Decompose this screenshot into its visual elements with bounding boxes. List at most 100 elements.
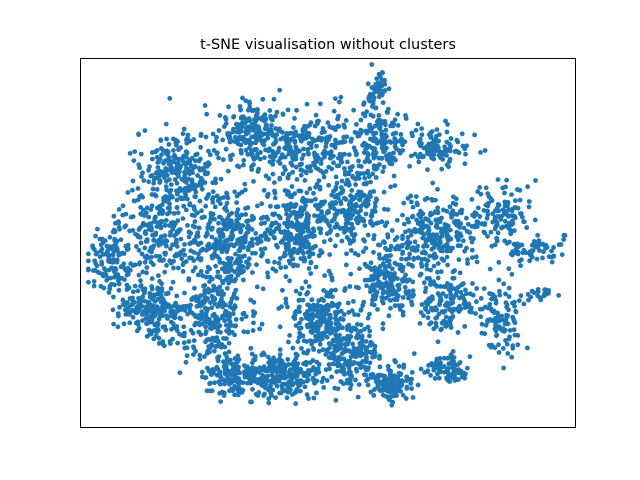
scatter-point xyxy=(125,286,130,291)
scatter-point xyxy=(225,216,230,221)
scatter-point xyxy=(386,86,392,92)
scatter-point xyxy=(405,289,411,295)
scatter-point xyxy=(363,372,369,378)
scatter-point xyxy=(329,374,334,380)
scatter-point xyxy=(400,295,406,300)
scatter-point xyxy=(174,293,180,299)
scatter-point xyxy=(171,223,177,229)
scatter-point xyxy=(226,104,231,110)
scatter-point xyxy=(273,226,279,232)
scatter-point xyxy=(233,317,239,322)
scatter-point xyxy=(411,351,417,356)
scatter-point xyxy=(211,148,217,153)
scatter-point xyxy=(510,221,516,227)
scatter-point xyxy=(279,154,285,160)
scatter-point xyxy=(253,118,259,123)
scatter-point xyxy=(229,210,235,216)
scatter-point xyxy=(406,228,412,233)
scatter-point xyxy=(424,243,430,249)
scatter-point xyxy=(372,89,378,95)
scatter-point xyxy=(394,217,400,223)
scatter-point xyxy=(246,256,252,262)
scatter-point xyxy=(220,218,226,224)
scatter-point xyxy=(482,331,488,337)
scatter-point xyxy=(365,81,371,87)
scatter-point xyxy=(473,311,478,316)
scatter-point xyxy=(257,156,263,162)
scatter-point xyxy=(142,245,148,251)
chart-title: t-SNE visualisation without clusters xyxy=(200,37,456,53)
scatter-point xyxy=(247,101,253,106)
scatter-point xyxy=(375,307,380,312)
scatter-point xyxy=(423,250,428,256)
scatter-point xyxy=(394,385,400,391)
scatter-point xyxy=(283,137,288,143)
scatter-point xyxy=(374,76,380,81)
scatter-point xyxy=(448,246,453,252)
scatter-point xyxy=(220,266,225,272)
scatter-point xyxy=(450,269,456,275)
scatter-point xyxy=(436,217,441,222)
scatter-point xyxy=(362,326,367,332)
scatter-point xyxy=(152,313,158,319)
scatter-point xyxy=(125,246,131,252)
scatter-point xyxy=(163,184,169,190)
scatter-point xyxy=(311,190,316,196)
scatter-point xyxy=(303,279,309,285)
scatter-point xyxy=(513,309,519,315)
scatter-point xyxy=(170,321,176,327)
scatter-point xyxy=(421,280,427,286)
scatter-point xyxy=(367,328,373,334)
scatter-point xyxy=(355,394,361,400)
scatter-point xyxy=(86,258,91,264)
scatter-point xyxy=(111,321,116,327)
scatter-point xyxy=(381,189,387,195)
scatter-point xyxy=(330,294,335,300)
scatter-point xyxy=(396,282,402,288)
scatter-point xyxy=(265,216,271,222)
scatter-point xyxy=(341,134,347,140)
scatter-point xyxy=(229,236,234,242)
scatter-point xyxy=(216,220,221,226)
scatter-point xyxy=(518,263,523,269)
scatter-point xyxy=(250,250,255,256)
scatter-point xyxy=(174,237,179,243)
scatter-point xyxy=(478,314,484,320)
scatter-point xyxy=(312,213,317,219)
scatter-point xyxy=(124,268,130,274)
scatter-point xyxy=(374,276,380,281)
scatter-point xyxy=(219,342,225,347)
scatter-point xyxy=(318,304,324,309)
scatter-point xyxy=(373,105,379,111)
scatter-point xyxy=(487,266,493,272)
scatter-point xyxy=(189,156,195,161)
scatter-point xyxy=(277,352,283,357)
scatter-point xyxy=(436,375,442,381)
scatter-point xyxy=(386,258,392,264)
scatter-point xyxy=(156,335,162,341)
scatter-point xyxy=(208,216,214,222)
scatter-point xyxy=(309,251,315,256)
scatter-point xyxy=(235,163,240,169)
scatter-point xyxy=(287,138,293,144)
scatter-point xyxy=(165,151,170,157)
scatter-point xyxy=(259,352,265,358)
scatter-point xyxy=(324,334,330,340)
scatter-point xyxy=(278,265,284,270)
scatter-point xyxy=(290,256,296,262)
scatter-point xyxy=(470,292,476,298)
scatter-point xyxy=(229,378,235,383)
scatter-point xyxy=(286,131,292,137)
scatter-point xyxy=(501,329,507,334)
scatter-point xyxy=(150,156,155,162)
scatter-point xyxy=(392,183,398,189)
scatter-point xyxy=(278,240,284,245)
scatter-point xyxy=(118,237,124,243)
scatter-point xyxy=(189,297,195,303)
scatter-point xyxy=(443,323,448,329)
scatter-point xyxy=(194,233,200,239)
scatter-point xyxy=(224,286,230,291)
scatter-point xyxy=(136,131,141,137)
scatter-point xyxy=(180,131,186,137)
scatter-point xyxy=(348,334,354,339)
